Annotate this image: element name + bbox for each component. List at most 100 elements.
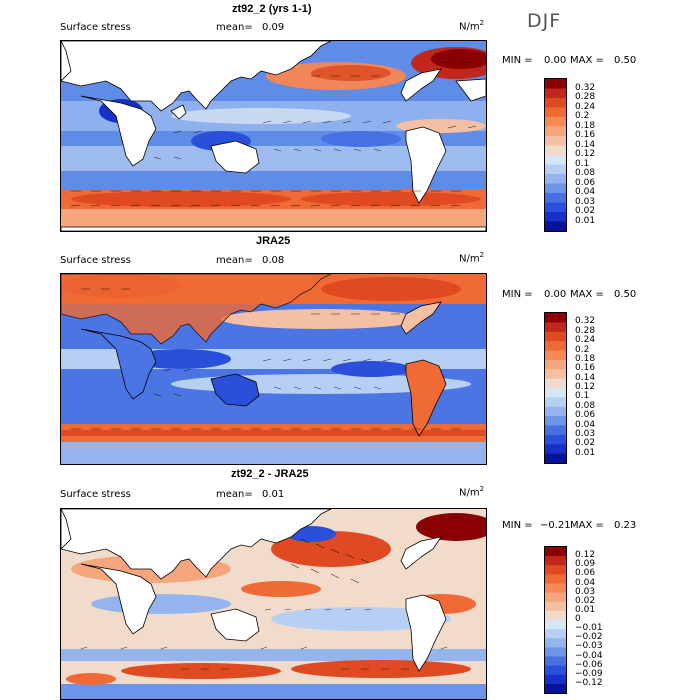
colorbar-swatch [545,574,566,585]
colorbar-level-label: 0.04 [575,419,596,430]
colorbar-swatch [545,221,566,232]
panel-1-min-label: MIN = [502,55,533,66]
panel-2-mean-value: 0.08 [262,255,285,266]
colorbar-swatch [545,359,566,370]
panel-1-mean-value: 0.09 [262,22,285,33]
panel-2-max-value: 0.50 [614,289,637,300]
panel-3-units: N/m2 [459,485,485,499]
colorbar-swatch [545,88,566,99]
colorbar-level-label: 0.08 [575,400,596,411]
colorbar-swatch [545,183,566,194]
colorbar-level-label: 0.02 [575,595,596,606]
panel-2-min-value: 0.00 [544,289,567,300]
colorbar-swatch [545,136,566,146]
colorbar-swatch [545,164,566,175]
colorbar-level-label: 0.24 [575,335,596,346]
colorbar-swatch [545,98,566,108]
panel-2-min-label: MIN = [502,289,533,300]
colorbar-swatch [545,601,566,612]
panel-3-mean-label: mean= [216,489,253,500]
season-label: DJF [527,10,562,32]
colorbar-level-label: 0.28 [575,325,596,336]
colorbar-level-label: −0.01 [575,623,603,634]
colorbar-level-label: 0.04 [575,577,596,588]
colorbar-swatch [545,212,566,222]
colorbar-level-label: 0.03 [575,196,596,207]
colorbar-level-label: 0.08 [575,168,596,178]
colorbar-level-label: 0.04 [575,187,596,197]
colorbar-level-label: 0.2 [575,344,590,355]
colorbar-swatch [545,388,566,398]
panel-3-mean-value: 0.01 [262,489,285,500]
panel-3-min-label: MIN = [502,520,533,531]
colorbar-swatch [545,145,566,156]
colorbar-level-label: 0.1 [575,158,590,169]
colorbar-level-label: 0.18 [575,353,596,364]
colorbar-level-label: 0.14 [575,139,596,150]
panel-1-mean-label: mean= [216,22,253,33]
colorbar-swatch [545,369,566,380]
colorbar-swatch [545,610,566,621]
colorbar-level-label: −0.06 [575,659,603,670]
colorbar-swatch [545,425,566,436]
colorbar-swatch [545,592,566,603]
colorbar-swatch [545,174,566,184]
colorbar-swatch [545,647,566,658]
colorbar-level-label: 0.02 [575,206,596,216]
colorbar-swatch [545,434,566,445]
colorbar-swatch [545,674,566,685]
colorbar-level-label: −0.12 [575,677,603,688]
colorbar-level-label: 0.16 [575,130,596,140]
colorbar-swatch [545,665,566,676]
colorbar-swatch [545,629,566,639]
colorbar-swatch [545,397,566,408]
panel-3-title: zt92_2 - JRA25 [231,468,309,480]
panel-3-colorbar-swatches [545,547,566,694]
colorbar-level-label: 0.06 [575,568,596,579]
panel-1-max-label: MAX = [570,55,604,66]
panel-1-units: N/m2 [459,19,485,33]
colorbar-level-label: 0.18 [575,120,596,131]
colorbar-swatch [545,331,566,342]
panel-2-colorbar-swatches [545,313,566,464]
panel-2-units: N/m2 [459,251,485,265]
colorbar-swatch [545,453,566,464]
colorbar-swatch [545,583,566,594]
colorbar-swatch [545,341,566,352]
colorbar-level-label: −0.03 [575,641,603,652]
colorbar-level-label: 0.01 [575,447,596,458]
panel-3-field-label: Surface stress [60,489,131,500]
colorbar-level-label: 0.03 [575,586,596,597]
colorbar-swatch [545,556,566,566]
colorbar-level-label: 0.01 [575,604,596,615]
colorbar-level-label: 0.2 [575,111,590,121]
panel-3-max-label: MAX = [570,520,604,531]
panel-1-map [60,40,487,232]
colorbar-level-label: 0.1 [575,391,590,402]
panel-3-colorbar [544,546,567,694]
colorbar-level-label: 0.32 [575,316,596,327]
colorbar-level-label: 0.12 [575,550,596,561]
colorbar-swatch [545,322,566,333]
panel-2-title: JRA25 [256,235,291,247]
colorbar-level-label: −0.04 [575,650,603,661]
colorbar-level-label: 0.03 [575,428,596,439]
colorbar-swatch [545,656,566,667]
colorbar-swatch [545,683,566,694]
panel-2-map [60,273,487,465]
colorbar-level-label: 0.14 [575,372,596,383]
colorbar-level-label: 0.28 [575,92,596,102]
panel-1-field-label: Surface stress [60,22,131,33]
colorbar-swatch [545,313,566,323]
colorbar-swatch [545,117,566,127]
colorbar-swatch [545,202,566,213]
panel-1-min-value: 0.00 [544,55,567,66]
colorbar-swatch [545,378,566,389]
panel-2-colorbar [544,312,567,464]
panel-3-max-value: 0.23 [614,520,637,531]
colorbar-swatch [545,638,566,648]
colorbar-level-label: 0.06 [575,410,596,421]
colorbar-swatch [545,620,566,630]
colorbar-swatch [545,416,566,427]
colorbar-swatch [545,107,566,118]
